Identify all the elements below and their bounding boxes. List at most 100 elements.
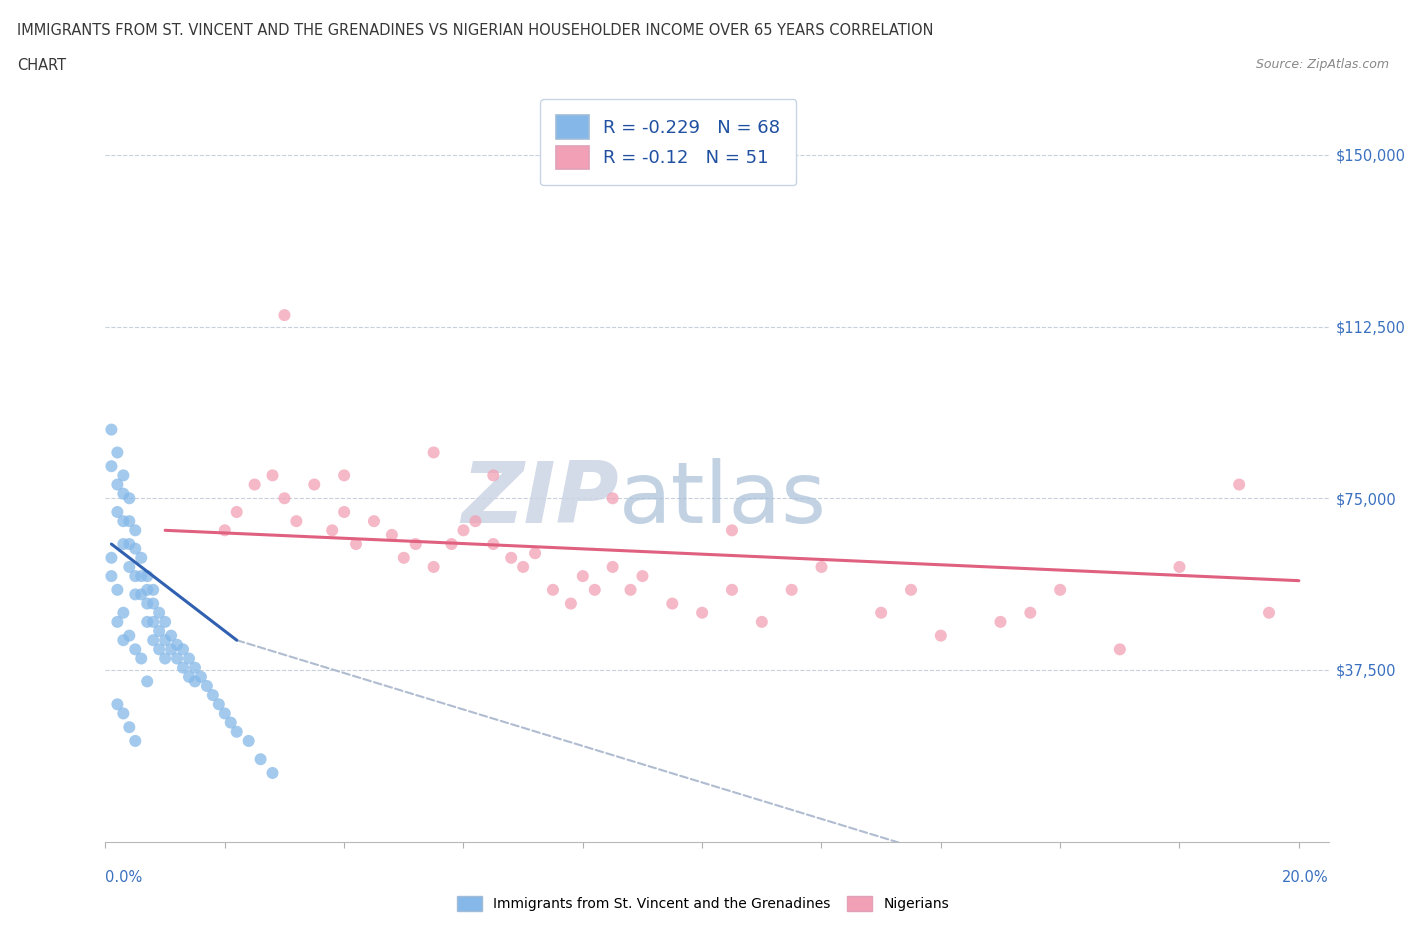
Point — [900, 582, 922, 597]
Legend: Immigrants from St. Vincent and the Grenadines, Nigerians: Immigrants from St. Vincent and the Gren… — [450, 889, 956, 919]
Text: CHART: CHART — [17, 58, 66, 73]
Point — [124, 523, 146, 538]
Point — [129, 587, 152, 602]
Point — [501, 551, 523, 565]
Point — [124, 734, 146, 749]
Point — [177, 670, 200, 684]
Point — [105, 477, 128, 492]
Point — [661, 596, 683, 611]
Point — [118, 537, 141, 551]
Point — [602, 560, 624, 575]
Point — [990, 615, 1012, 630]
Point — [124, 541, 146, 556]
Point — [583, 582, 606, 597]
Point — [214, 706, 236, 721]
Text: ZIP: ZIP — [461, 458, 619, 541]
Point — [105, 445, 128, 460]
Point — [124, 642, 146, 657]
Point — [100, 422, 122, 437]
Text: atlas: atlas — [619, 458, 827, 541]
Point — [100, 551, 122, 565]
Legend: R = -0.229   N = 68, R = -0.12   N = 51: R = -0.229 N = 68, R = -0.12 N = 51 — [540, 100, 796, 185]
Point — [405, 537, 427, 551]
Point — [225, 724, 247, 739]
Point — [392, 551, 415, 565]
Point — [160, 642, 183, 657]
Point — [148, 642, 170, 657]
Point — [780, 582, 803, 597]
Point — [136, 596, 159, 611]
Point — [273, 308, 295, 323]
Point — [810, 560, 832, 575]
Point — [243, 477, 266, 492]
Point — [166, 651, 188, 666]
Point — [166, 637, 188, 652]
Point — [1258, 605, 1281, 620]
Point — [238, 734, 260, 749]
Point — [1049, 582, 1071, 597]
Point — [148, 605, 170, 620]
Point — [524, 546, 547, 561]
Point — [129, 551, 152, 565]
Point — [105, 615, 128, 630]
Point — [273, 491, 295, 506]
Point — [112, 706, 135, 721]
Point — [201, 687, 224, 702]
Point — [112, 537, 135, 551]
Point — [148, 624, 170, 639]
Point — [285, 513, 308, 528]
Point — [184, 660, 207, 675]
Point — [153, 651, 176, 666]
Point — [1168, 560, 1191, 575]
Point — [136, 615, 159, 630]
Point — [118, 720, 141, 735]
Point — [482, 468, 505, 483]
Point — [225, 505, 247, 520]
Point — [541, 582, 564, 597]
Point — [142, 582, 165, 597]
Point — [100, 458, 122, 473]
Point — [153, 615, 176, 630]
Point — [631, 568, 654, 583]
Point — [136, 582, 159, 597]
Point — [160, 628, 183, 643]
Point — [304, 477, 326, 492]
Point — [118, 491, 141, 506]
Point — [100, 568, 122, 583]
Point — [112, 486, 135, 501]
Point — [118, 560, 141, 575]
Point — [721, 582, 744, 597]
Point — [721, 523, 744, 538]
Point — [129, 651, 152, 666]
Point — [321, 523, 343, 538]
Point — [112, 513, 135, 528]
Point — [184, 674, 207, 689]
Point — [208, 697, 231, 711]
Point — [214, 523, 236, 538]
Point — [619, 582, 641, 597]
Point — [929, 628, 952, 643]
Point — [482, 537, 505, 551]
Point — [112, 468, 135, 483]
Point — [112, 605, 135, 620]
Point — [363, 513, 385, 528]
Point — [453, 523, 475, 538]
Text: IMMIGRANTS FROM ST. VINCENT AND THE GRENADINES VS NIGERIAN HOUSEHOLDER INCOME OV: IMMIGRANTS FROM ST. VINCENT AND THE GREN… — [17, 23, 934, 38]
Point — [381, 527, 404, 542]
Point — [172, 660, 194, 675]
Point — [142, 615, 165, 630]
Point — [136, 674, 159, 689]
Point — [124, 587, 146, 602]
Point — [142, 596, 165, 611]
Point — [153, 632, 176, 647]
Point — [105, 697, 128, 711]
Point — [118, 513, 141, 528]
Point — [124, 568, 146, 583]
Point — [136, 568, 159, 583]
Point — [262, 765, 284, 780]
Point — [512, 560, 534, 575]
Point — [344, 537, 367, 551]
Text: 20.0%: 20.0% — [1282, 870, 1329, 884]
Point — [129, 568, 152, 583]
Point — [249, 751, 271, 766]
